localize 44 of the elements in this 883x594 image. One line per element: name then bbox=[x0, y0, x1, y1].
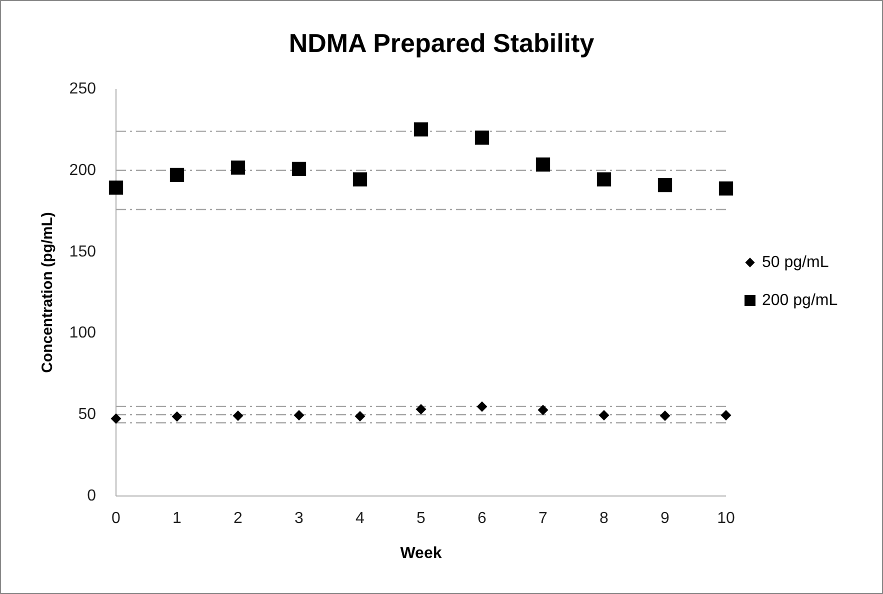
y-tick-label: 50 bbox=[78, 406, 96, 424]
legend-label: 50 pg/mL bbox=[762, 254, 829, 271]
y-axis-title: Concentration (pg/mL) bbox=[39, 212, 56, 373]
y-tick-label: 150 bbox=[69, 243, 96, 260]
chart-title: NDMA Prepared Stability bbox=[288, 28, 595, 58]
y-tick-label: 200 bbox=[69, 162, 96, 179]
point bbox=[416, 404, 426, 414]
point bbox=[720, 410, 732, 420]
point bbox=[170, 168, 184, 182]
point bbox=[232, 410, 244, 421]
point bbox=[536, 157, 550, 172]
x-tick-label: 1 bbox=[172, 510, 182, 527]
point bbox=[110, 413, 122, 424]
point bbox=[354, 410, 366, 422]
point bbox=[660, 410, 670, 421]
x-tick-label: 4 bbox=[356, 510, 365, 527]
x-tick-label: 3 bbox=[294, 510, 304, 527]
point bbox=[476, 401, 488, 412]
y-tick-label: 0 bbox=[87, 488, 96, 504]
point bbox=[538, 404, 548, 416]
point bbox=[352, 172, 368, 186]
x-tick-label: 9 bbox=[660, 510, 670, 527]
point bbox=[414, 122, 428, 136]
point bbox=[598, 410, 610, 420]
x-tick-label: 5 bbox=[416, 510, 426, 527]
point bbox=[596, 172, 612, 186]
y-tick-label: 100 bbox=[69, 324, 96, 342]
x-tick-label: 10 bbox=[717, 510, 735, 527]
y-tick-label: 250 bbox=[69, 80, 96, 98]
x-tick-label: 6 bbox=[478, 510, 487, 527]
legend-label: 200 pg/mL bbox=[762, 292, 838, 309]
x-axis-title: Week bbox=[400, 545, 442, 562]
point bbox=[474, 130, 490, 145]
point bbox=[172, 411, 182, 422]
point bbox=[718, 181, 734, 196]
point bbox=[230, 160, 246, 175]
x-tick-label: 0 bbox=[112, 510, 121, 527]
point bbox=[292, 162, 306, 176]
point bbox=[108, 180, 124, 195]
x-tick-label: 2 bbox=[234, 510, 243, 527]
x-tick-label: 7 bbox=[538, 510, 548, 527]
x-tick-label: 8 bbox=[600, 510, 609, 527]
point bbox=[294, 410, 304, 420]
point bbox=[658, 178, 672, 192]
